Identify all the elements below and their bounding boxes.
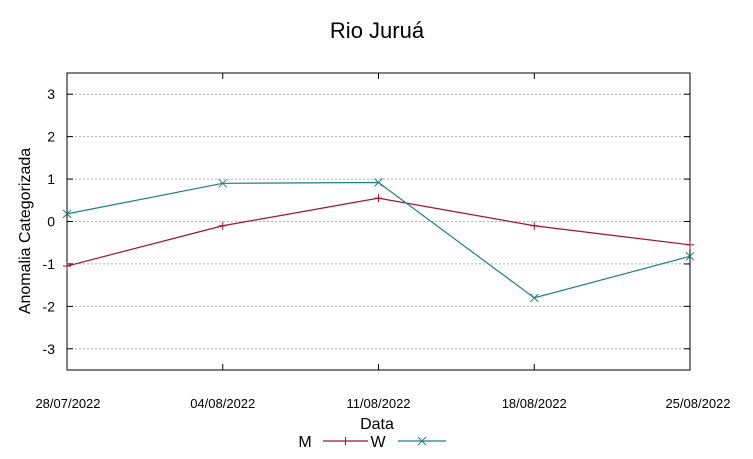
x-axis-label: Data xyxy=(360,416,394,433)
series-layer xyxy=(62,178,695,303)
data-point-w xyxy=(62,209,72,219)
data-point-m xyxy=(530,221,539,230)
legend-label-m: M xyxy=(298,434,311,451)
x-tick-label: 04/08/2022 xyxy=(190,396,255,411)
legend-label-w: W xyxy=(370,434,386,451)
x-tick-layer: 28/07/2022 04/08/2022 11/08/2022 18/08/2022… xyxy=(35,73,731,411)
data-point-w xyxy=(218,178,228,188)
x-tick-label: 25/08/2022 xyxy=(665,396,730,411)
y-tick-label: -2 xyxy=(43,298,56,314)
y-tick-label: 0 xyxy=(47,214,55,230)
chart-title: Rio Juruá xyxy=(330,18,425,43)
y-tick-layer: 3 2 1 0 -1 -2 -3 xyxy=(43,86,690,357)
data-point-w xyxy=(529,293,539,303)
y-axis-label: Anomalia Categorizada xyxy=(17,148,34,314)
data-point-w xyxy=(685,251,695,261)
grid-layer xyxy=(67,93,690,350)
data-point-w xyxy=(374,178,383,187)
y-tick-label: -1 xyxy=(43,256,56,272)
y-tick-label: 3 xyxy=(47,86,55,102)
data-point-m xyxy=(686,240,694,249)
y-tick-label: 2 xyxy=(47,129,55,145)
x-tick-label: 28/07/2022 xyxy=(35,396,100,411)
series-line-m xyxy=(66,197,691,267)
y-tick-label: 1 xyxy=(47,171,55,187)
legend-marker-w xyxy=(417,436,427,446)
data-point-m xyxy=(218,221,227,230)
y-tick-label: -3 xyxy=(43,341,56,357)
x-tick-label: 11/08/2022 xyxy=(346,396,410,411)
legend-marker-m xyxy=(341,437,350,445)
x-tick-label: 18/08/2022 xyxy=(502,396,567,411)
data-point-m xyxy=(374,194,383,203)
data-point-m xyxy=(63,262,71,271)
